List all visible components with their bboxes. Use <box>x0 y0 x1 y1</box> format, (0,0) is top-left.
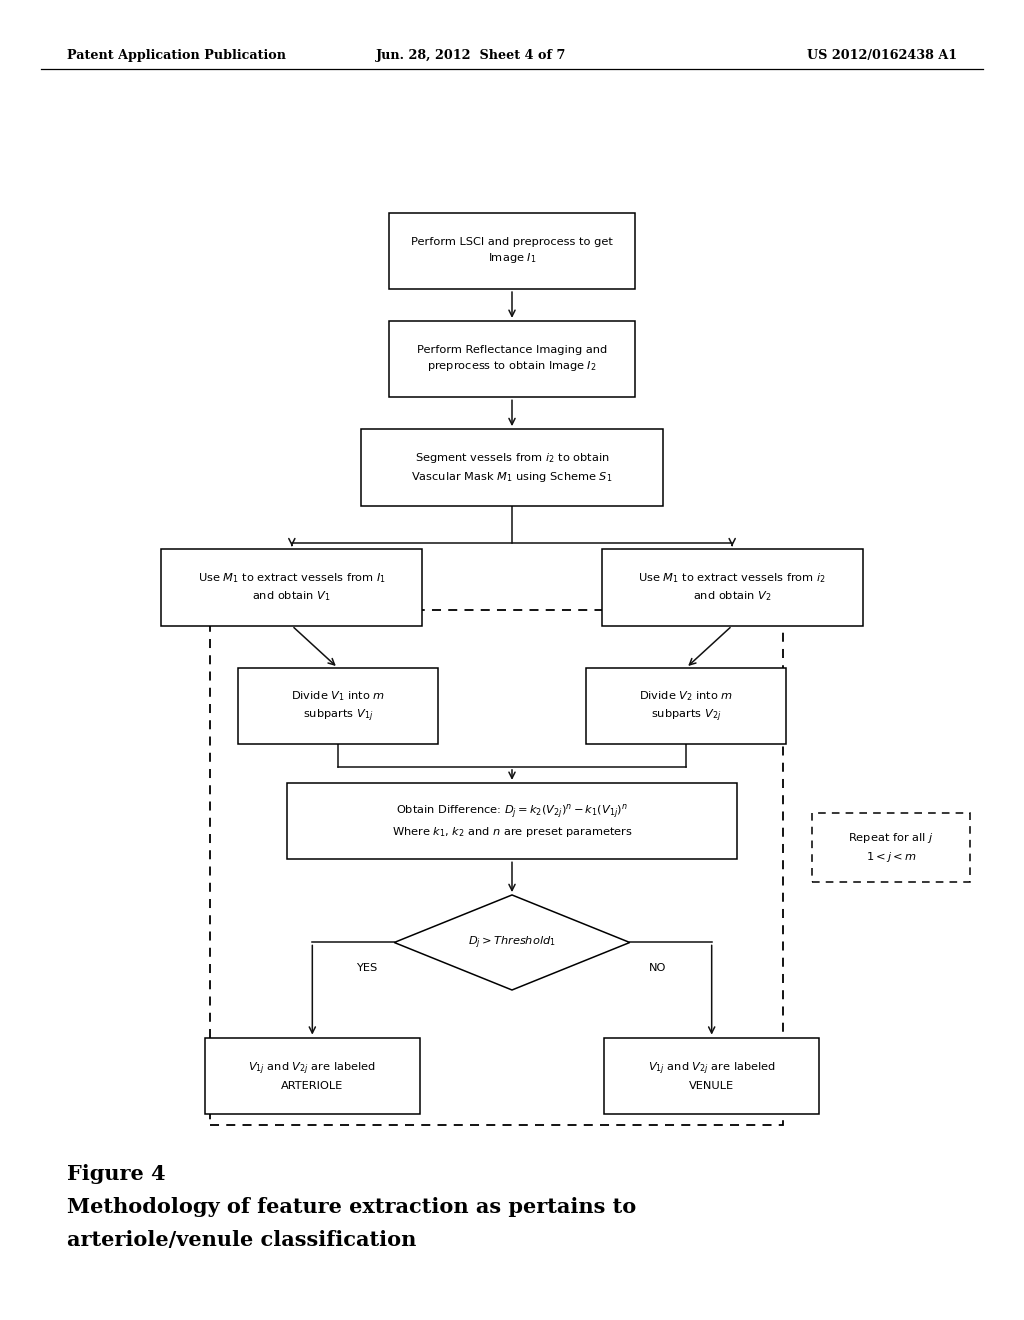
Text: Obtain Difference: $D_j = k_2(V_{2j})^n - k_1(V_{1j})^n$
Where $k_1$, $k_2$ and : Obtain Difference: $D_j = k_2(V_{2j})^n … <box>391 803 633 840</box>
Bar <box>604 1038 819 1114</box>
Bar <box>361 429 664 506</box>
Polygon shape <box>394 895 630 990</box>
Bar <box>287 783 737 859</box>
Text: Perform Reflectance Imaging and
preprocess to obtain Image $I_2$: Perform Reflectance Imaging and preproce… <box>417 345 607 374</box>
Text: Divide $V_1$ into $m$
subparts $V_{1j}$: Divide $V_1$ into $m$ subparts $V_{1j}$ <box>291 689 385 723</box>
Text: NO: NO <box>649 962 666 973</box>
Bar <box>205 1038 420 1114</box>
Text: Patent Application Publication: Patent Application Publication <box>67 49 286 62</box>
Bar <box>389 321 635 397</box>
Text: Segment vessels from $i_2$ to obtain
Vascular Mask $M_1$ using Scheme $S_1$: Segment vessels from $i_2$ to obtain Vas… <box>412 451 612 483</box>
Text: Use $M_1$ to extract vessels from $I_1$
and obtain $V_1$: Use $M_1$ to extract vessels from $I_1$ … <box>198 572 386 603</box>
Text: Repeat for all $j$
$1 < j < m$: Repeat for all $j$ $1 < j < m$ <box>848 832 934 863</box>
Bar <box>811 813 971 882</box>
Bar <box>161 549 422 626</box>
Text: YES: YES <box>356 962 377 973</box>
Text: Use $M_1$ to extract vessels from $i_2$
and obtain $V_2$: Use $M_1$ to extract vessels from $i_2$ … <box>638 572 826 603</box>
Text: $D_j > Threshold_1$: $D_j > Threshold_1$ <box>468 935 556 950</box>
Bar <box>238 668 438 744</box>
Bar <box>210 610 783 1125</box>
Text: $V_{1j}$ and $V_{2j}$ are labeled
ARTERIOLE: $V_{1j}$ and $V_{2j}$ are labeled ARTERI… <box>249 1061 376 1090</box>
Text: Figure 4: Figure 4 <box>67 1164 165 1184</box>
Text: US 2012/0162438 A1: US 2012/0162438 A1 <box>807 49 957 62</box>
Text: Methodology of feature extraction as pertains to: Methodology of feature extraction as per… <box>67 1197 636 1217</box>
Bar <box>389 213 635 289</box>
Bar <box>586 668 786 744</box>
Text: Jun. 28, 2012  Sheet 4 of 7: Jun. 28, 2012 Sheet 4 of 7 <box>376 49 566 62</box>
Text: Divide $V_2$ into $m$
subparts $V_{2j}$: Divide $V_2$ into $m$ subparts $V_{2j}$ <box>639 689 733 723</box>
Bar <box>601 549 862 626</box>
Text: arteriole/venule classification: arteriole/venule classification <box>67 1230 416 1250</box>
Text: $V_{1j}$ and $V_{2j}$ are labeled
VENULE: $V_{1j}$ and $V_{2j}$ are labeled VENULE <box>648 1061 775 1090</box>
Text: Perform LSCI and preprocess to get
Image $I_1$: Perform LSCI and preprocess to get Image… <box>411 236 613 265</box>
